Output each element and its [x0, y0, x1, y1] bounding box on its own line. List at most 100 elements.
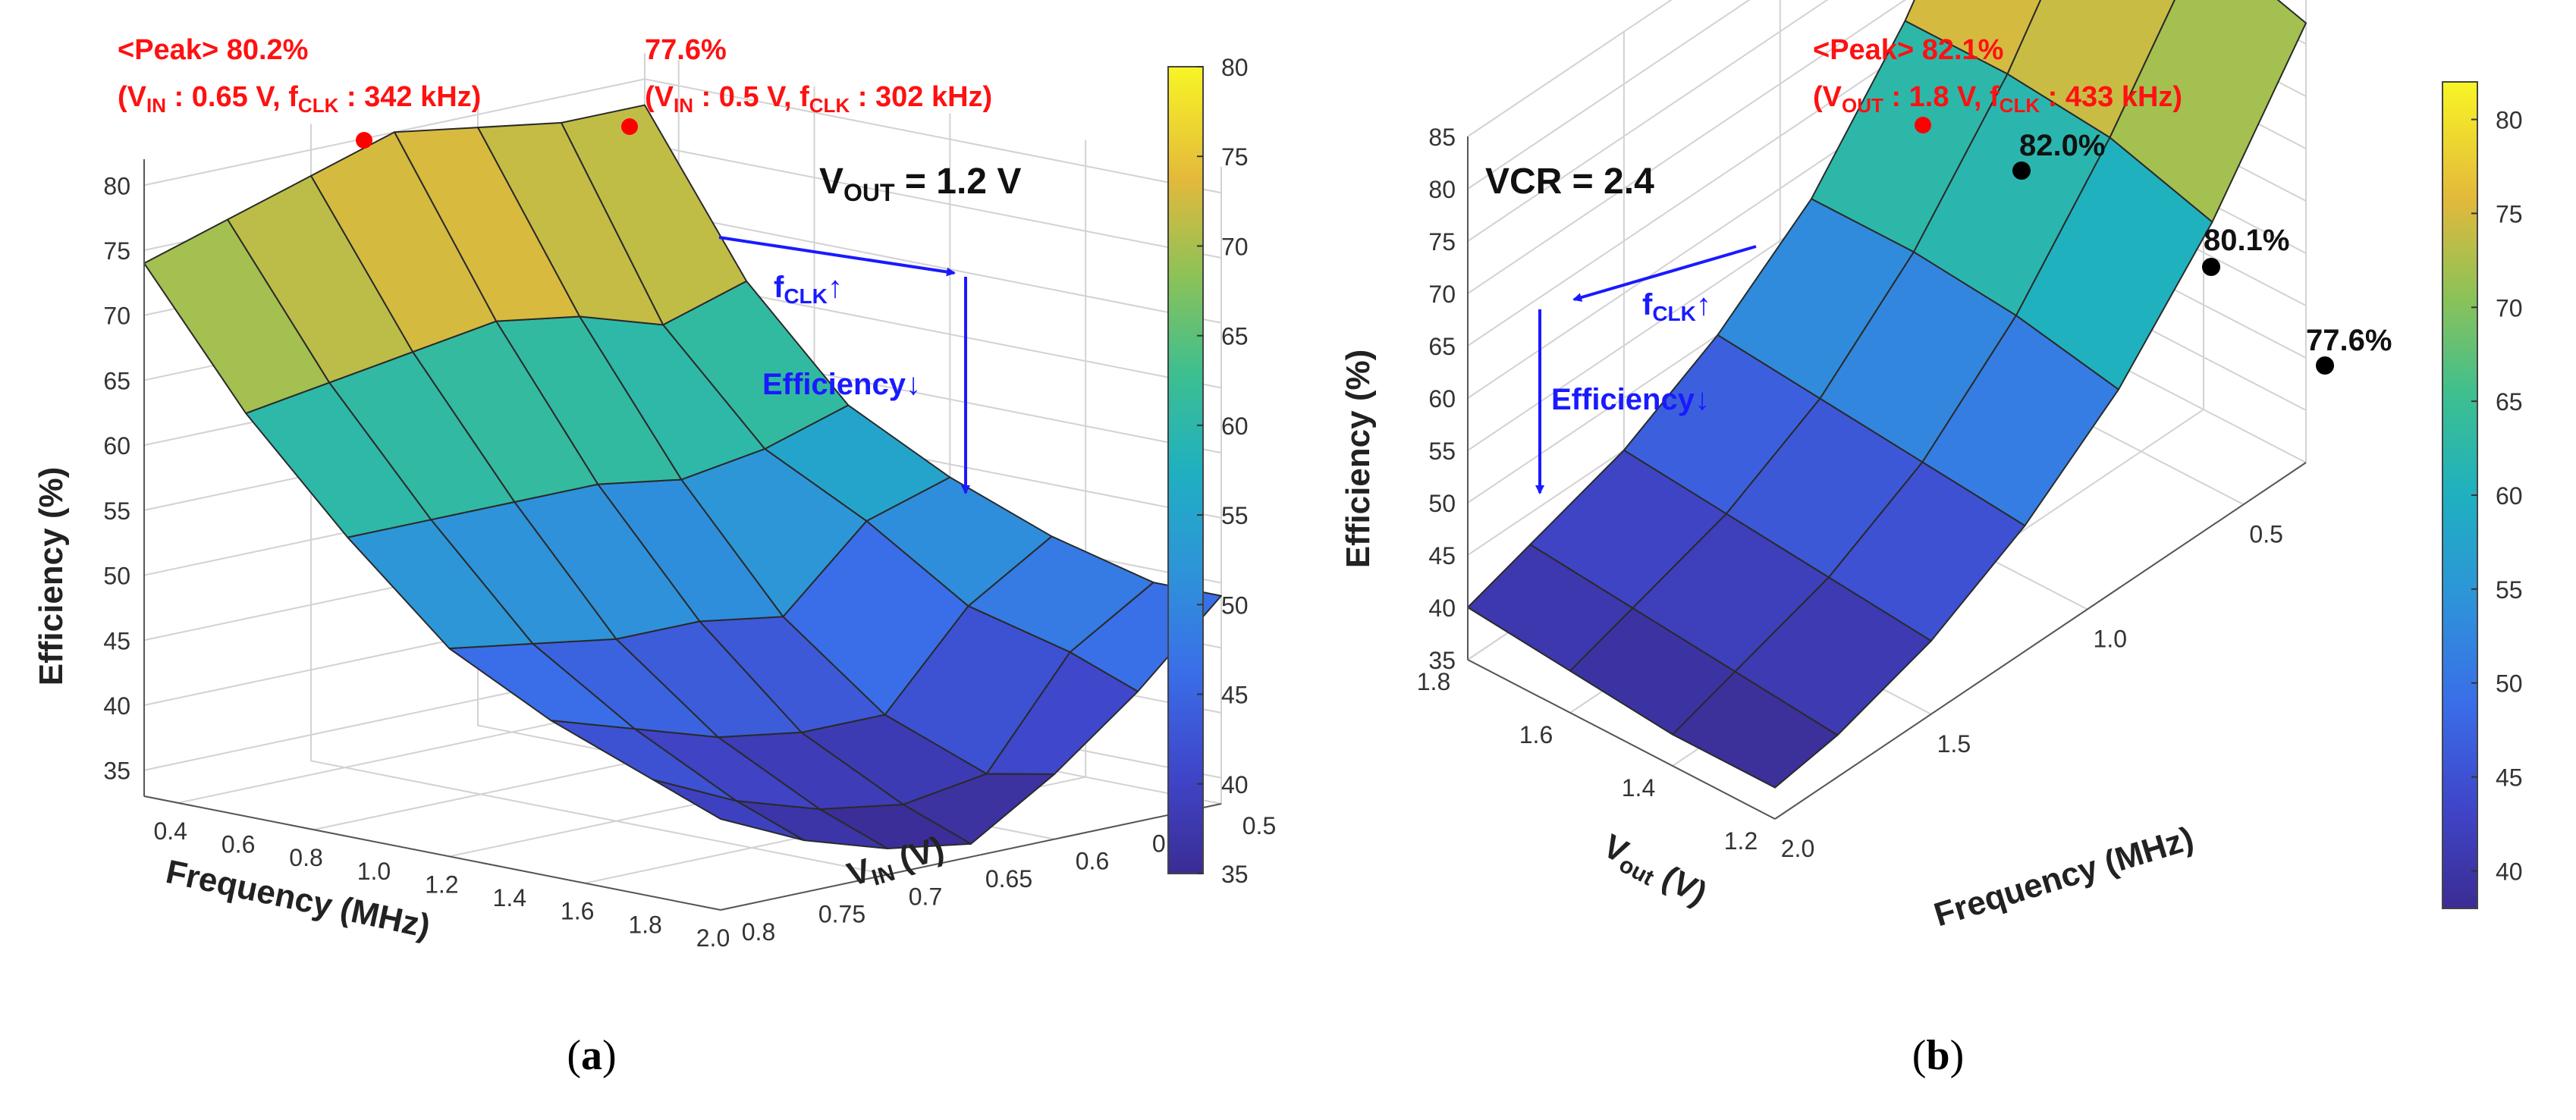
- b-z-tick-label: 80: [1428, 176, 1456, 203]
- b-z-tick-label: 45: [1428, 542, 1456, 569]
- chart-panel-a: 35 40 45 50 55 60 65 70 75 80 0.4 0.6 0.8 1.0 1.2 1.4 1…: [33, 34, 1276, 1079]
- b-x-tick-label: 1.5: [1937, 730, 1971, 758]
- b-x-tick-label: 1.0: [2094, 626, 2127, 653]
- a-z-tick-label: 70: [103, 303, 130, 330]
- panel-b-vcr-label: VCR = 2.4: [1485, 162, 1654, 202]
- b-y-tick-label: 1.2: [1724, 827, 1758, 855]
- panel-b-peak-detail-sub1: OUT: [1842, 94, 1883, 117]
- a-x-axis-line: [143, 795, 721, 911]
- b-z-gridline: [1467, 0, 1673, 137]
- panel-a-z-axis-title: Efficiency (%): [33, 467, 70, 686]
- panel-a-peak2-detail-p4: : 302 kHz): [850, 81, 992, 113]
- a-colorbar-tick-label: 80: [1221, 54, 1249, 81]
- panel-a-label-close: ): [602, 1032, 617, 1079]
- panel-a-peak2-detail-p0: (V: [645, 81, 674, 113]
- panel-a-peak1-marker: [356, 132, 372, 149]
- a-x-tick-label: 0.6: [221, 830, 255, 858]
- panel-a-axes: [143, 159, 1222, 911]
- b-z-tick-label: 70: [1428, 281, 1456, 308]
- a-z-tick-label: 40: [103, 692, 130, 720]
- panel-a-peak1-detail-sub1: IN: [146, 94, 166, 117]
- panel-a-vout-label: VOUT = 1.2 V: [819, 162, 1021, 206]
- b-colorbar-tick-label: 60: [2496, 482, 2523, 510]
- b-colorbar-tick-label: 75: [2496, 200, 2523, 227]
- panel-b-y-title-unit: (V): [1648, 855, 1714, 913]
- b-y-tick-label: 1.8: [1417, 668, 1450, 695]
- panel-a-fclk-arrowglyph: ↑: [828, 271, 843, 304]
- a-z-tick-label: 35: [103, 758, 130, 785]
- b-colorbar-tick-label: 45: [2496, 764, 2523, 792]
- b-colorbar-tick-label: 80: [2496, 107, 2523, 134]
- panel-b-peak-detail-p0: (V: [1813, 81, 1842, 113]
- b-z-tick-label: 60: [1428, 385, 1456, 413]
- b-y-tick-label: 1.6: [1519, 721, 1553, 748]
- a-colorbar-tick-label: 35: [1221, 861, 1249, 888]
- b-z-tick-label: 35: [1428, 647, 1456, 674]
- panel-a-peak1-detail-sub3: CLK: [298, 94, 339, 117]
- panel-b-label-close: ): [1950, 1032, 1965, 1079]
- panel-b-z-ticks: 35 40 45 50 55 60 65 70 75 80 85: [1428, 124, 1456, 674]
- a-colorbar-tick-label: 45: [1221, 682, 1249, 709]
- panel-a-vout-sub: OUT: [843, 179, 895, 206]
- panel-a-y-ticks: 0.50.550.60.650.70.750.8: [742, 812, 1276, 946]
- panel-b-peak-title: <Peak> 82.1%: [1813, 34, 2003, 66]
- panel-b-axes: [1467, 136, 2307, 820]
- panel-a-peak1-detail: (VIN : 0.65 V, fCLK : 342 kHz): [118, 81, 481, 117]
- a-z-tick-label: 60: [103, 432, 130, 460]
- a-colorbar-tick-label: 55: [1221, 502, 1249, 529]
- panel-a-peak2-title: 77.6%: [645, 34, 727, 66]
- panel-b-fclk-arrow: [1572, 245, 1757, 302]
- panel-a-z-ticks: 35 40 45 50 55 60 65 70 75 80: [103, 172, 130, 784]
- panel-b-surface: [1467, 0, 2307, 789]
- a-x-tick-label: 1.8: [628, 911, 661, 938]
- b-z-gridline: [1467, 0, 2307, 242]
- b-z-tick-label: 40: [1428, 595, 1456, 622]
- a-colorbar-tick-label: 60: [1221, 413, 1249, 440]
- a-x-tick-label: 0.4: [153, 817, 187, 845]
- panel-b-efficiency-trend-label: Efficiency↓: [1551, 383, 1710, 416]
- a-x-tick-label: 1.2: [425, 871, 458, 898]
- panel-a-label: (a): [567, 1032, 616, 1079]
- b-x-axis-line: [1774, 462, 2307, 820]
- panel-a-x-ticks: 0.4 0.6 0.8 1.0 1.2 1.4 1.6 1.8 2.0: [153, 817, 730, 952]
- panel-a-peak2-detail-p2: : 0.5 V, f: [693, 81, 809, 113]
- panel-b-point1-label: 82.0%: [2019, 129, 2105, 162]
- panel-a-peak2-detail-sub1: IN: [674, 94, 693, 117]
- panel-b-label: (b): [1912, 1032, 1964, 1079]
- panel-b-fclk-arrowglyph: ↑: [1696, 288, 1711, 322]
- panel-a-fclk-sub: CLK: [784, 284, 828, 308]
- a-z-tick-label: 80: [103, 172, 130, 199]
- panel-a-peak2-marker: [621, 118, 638, 135]
- a-y-axis-line: [720, 803, 1222, 911]
- a-x-tick-label: 1.6: [561, 898, 594, 925]
- panel-b-fclk-label: fCLK↑: [1642, 288, 1711, 325]
- panel-b-point2-label: 80.1%: [2204, 224, 2289, 257]
- a-surface-patch-r0-c0: [143, 218, 331, 415]
- a-y-tick-label: 0.65: [985, 865, 1032, 893]
- panel-b-y-ticks: 1.8 1.6 1.4 1.2: [1417, 668, 1758, 855]
- panel-b-point2-marker: [2202, 258, 2220, 276]
- b-x-tick-label: 2.0: [1781, 835, 1814, 862]
- b-colorbar-tick-label: 65: [2496, 388, 2523, 416]
- panel-b-label-open: (: [1912, 1032, 1927, 1079]
- panel-a-vout-main: V: [819, 162, 843, 202]
- b-z-tick-label: 65: [1428, 333, 1456, 360]
- b-surface-patch: [1672, 670, 1839, 789]
- panel-b-point3-marker: [2316, 356, 2334, 375]
- panel-a-efficiency-trend-label: Efficiency↓: [762, 368, 921, 401]
- panel-b-point1-marker: [2012, 162, 2031, 180]
- a-y-tick-label: 0.8: [742, 918, 775, 946]
- panel-b-peak-detail: (VOUT : 1.8 V, fCLK : 433 kHz): [1813, 81, 2182, 117]
- panel-a-peak1-detail-p2: : 0.65 V, f: [166, 81, 298, 113]
- panel-a-peak2-detail-sub3: CLK: [809, 94, 850, 117]
- panel-a-fclk-arrow: [718, 236, 956, 277]
- a-x-tick-label: 0.8: [289, 844, 322, 871]
- a-z-tick-label: 50: [103, 563, 130, 590]
- a-y-tick-label: 0.75: [818, 901, 865, 928]
- panel-a-fclk-main: f: [774, 271, 784, 304]
- a-y-tick-label: 0.7: [909, 883, 942, 910]
- panel-b-colorbar-ticks: 40 45 50 55 60 65 70 75 80: [2471, 107, 2523, 885]
- b-z-tick-label: 50: [1428, 490, 1456, 517]
- panel-b-peak-detail-sub3: CLK: [2000, 94, 2040, 117]
